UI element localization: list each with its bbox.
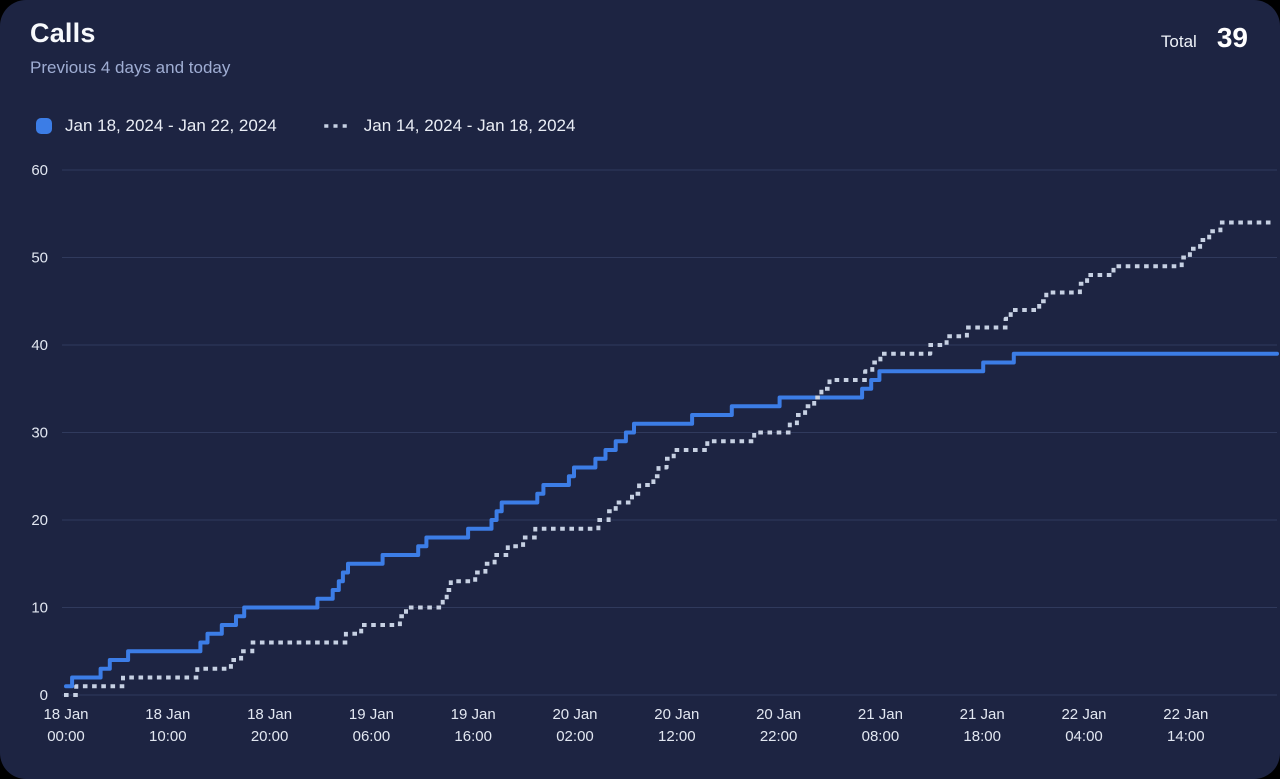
y-axis-label: 50 — [31, 250, 48, 267]
x-axis-label-time: 18:00 — [963, 728, 1001, 745]
legend-item-current[interactable]: Jan 18, 2024 - Jan 22, 2024 — [36, 116, 277, 136]
x-axis-label-date: 22 Jan — [1061, 706, 1106, 723]
page-title: Calls — [30, 18, 96, 48]
y-axis-label: 10 — [31, 600, 48, 617]
x-axis-label-time: 22:00 — [760, 728, 798, 745]
x-axis-label-date: 19 Jan — [349, 706, 394, 723]
card-header: Calls Previous 4 days and today — [30, 18, 230, 78]
x-axis-label-time: 02:00 — [556, 728, 594, 745]
x-axis-label-time: 10:00 — [149, 728, 187, 745]
x-axis-label-time: 00:00 — [47, 728, 85, 745]
x-axis-label-date: 22 Jan — [1163, 706, 1208, 723]
total-value: 39 — [1216, 22, 1248, 53]
x-axis-label-time: 04:00 — [1065, 728, 1103, 745]
legend: Jan 18, 2024 - Jan 22, 2024 Jan 14, 2024… — [36, 116, 575, 136]
x-axis-label-time: 14:00 — [1167, 728, 1205, 745]
x-axis-label-date: 20 Jan — [552, 706, 597, 723]
dotted-line-icon — [323, 124, 351, 128]
y-axis-label: 40 — [31, 337, 48, 354]
legend-item-previous[interactable]: Jan 14, 2024 - Jan 18, 2024 — [323, 116, 576, 136]
x-axis-label-time: 08:00 — [862, 728, 900, 745]
x-axis-label-time: 20:00 — [251, 728, 289, 745]
x-axis-label-date: 18 Jan — [247, 706, 292, 723]
total-label: Total — [1160, 32, 1197, 51]
x-axis-label-date: 20 Jan — [654, 706, 699, 723]
x-axis-label-time: 12:00 — [658, 728, 696, 745]
y-axis-label: 30 — [31, 425, 48, 442]
y-axis-label: 20 — [31, 512, 48, 529]
x-axis-label-date: 21 Jan — [960, 706, 1005, 723]
subtitle: Previous 4 days and today — [30, 58, 231, 77]
x-axis-label-date: 20 Jan — [756, 706, 801, 723]
x-axis-label-date: 19 Jan — [451, 706, 496, 723]
x-axis-label-date: 18 Jan — [43, 706, 88, 723]
y-axis-label: 60 — [31, 162, 48, 179]
x-axis-label-time: 16:00 — [454, 728, 492, 745]
y-axis-label: 0 — [40, 687, 48, 704]
series-line-current[interactable] — [64, 351, 1279, 689]
x-axis-label-time: 06:00 — [353, 728, 391, 745]
legend-label-current: Jan 18, 2024 - Jan 22, 2024 — [65, 116, 277, 135]
x-axis-label-date: 18 Jan — [145, 706, 190, 723]
series-line-previous[interactable] — [64, 220, 1279, 697]
legend-label-previous: Jan 14, 2024 - Jan 18, 2024 — [363, 116, 576, 135]
x-axis-label-date: 21 Jan — [858, 706, 903, 723]
solid-line-swatch-icon — [36, 118, 52, 134]
total-block: Total 39 — [1161, 22, 1248, 54]
